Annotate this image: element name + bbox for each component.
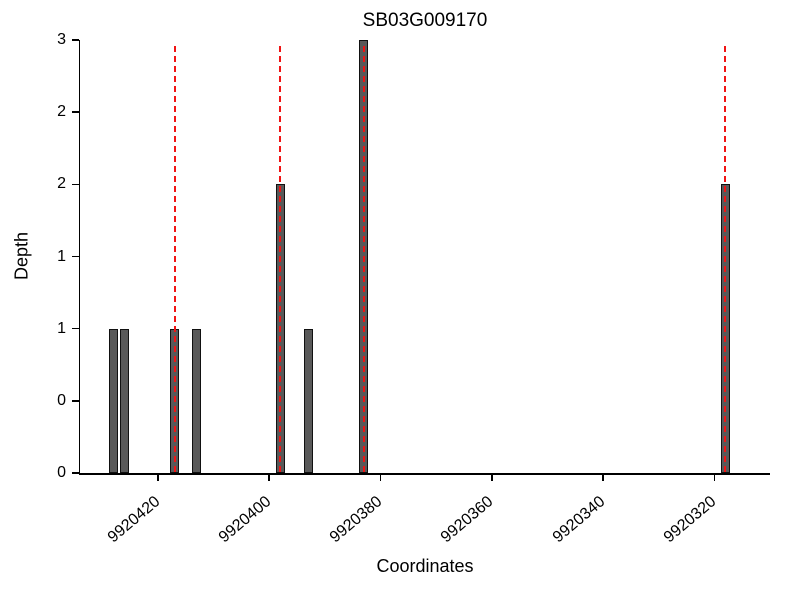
bar: [108, 328, 118, 473]
chart-title: SB03G009170: [362, 10, 488, 31]
x-tick-label: 9920380: [326, 493, 386, 547]
x-tick-label: 9920400: [215, 493, 275, 547]
y-tick-mark: [72, 472, 79, 474]
x-tick-mark: [268, 474, 270, 481]
x-tick-label: 9920320: [660, 493, 720, 547]
y-tick-mark: [72, 111, 79, 113]
x-tick-mark: [602, 474, 604, 481]
y-tick-mark: [72, 255, 79, 258]
y-axis-line: [78, 40, 80, 473]
y-tick-mark: [72, 39, 79, 41]
y-tick-label: 0: [57, 464, 66, 481]
bar: [192, 328, 202, 473]
bar: [303, 328, 313, 473]
y-tick-label: 2: [57, 175, 66, 193]
y-tick-mark: [72, 400, 79, 402]
x-tick-label: 9920340: [549, 493, 609, 547]
y-tick-label: 3: [57, 31, 66, 48]
marker-line: [279, 46, 282, 473]
x-tick-mark: [491, 474, 493, 481]
y-tick-label: 2: [57, 103, 66, 121]
bar: [120, 328, 129, 473]
x-tick-mark: [157, 474, 159, 481]
y-tick-mark: [72, 327, 79, 330]
x-axis-label: Coordinates: [376, 556, 474, 576]
y-tick-label: 1: [57, 247, 66, 265]
marker-line: [362, 46, 365, 473]
x-tick-label: 9920420: [104, 493, 164, 547]
y-tick-label: 0: [57, 391, 66, 409]
x-tick-mark: [379, 474, 382, 481]
marker-line: [724, 46, 727, 473]
x-tick-label: 9920360: [438, 493, 497, 547]
marker-line: [173, 46, 176, 473]
y-tick-mark: [72, 183, 79, 186]
x-tick-mark: [713, 474, 716, 481]
x-axis-line: [78, 473, 770, 475]
y-tick-label: 1: [57, 319, 66, 337]
